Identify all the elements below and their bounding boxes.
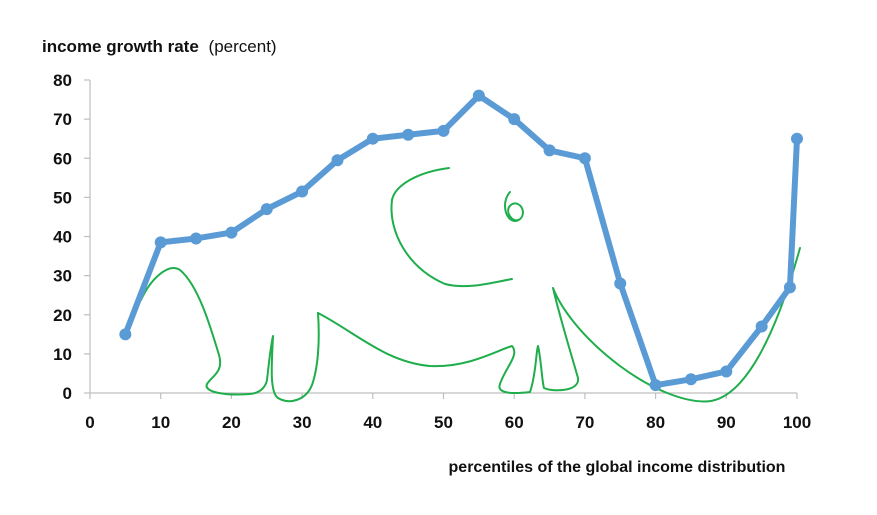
y-tick-label: 60 <box>53 149 72 168</box>
x-tick-label: 100 <box>783 413 811 432</box>
x-tick-label: 60 <box>505 413 524 432</box>
elephant-ear-stroke <box>390 167 513 288</box>
data-point <box>543 144 556 157</box>
data-point <box>508 113 521 126</box>
elephant-annotation <box>140 167 801 403</box>
x-tick-label: 50 <box>434 413 453 432</box>
data-point <box>366 132 379 145</box>
x-tick-label: 70 <box>575 413 594 432</box>
y-tick-label: 50 <box>53 188 72 207</box>
x-tick-label: 90 <box>717 413 736 432</box>
data-point <box>472 89 485 102</box>
data-point <box>119 328 132 341</box>
x-tick-label: 10 <box>151 413 170 432</box>
data-point <box>720 365 733 378</box>
data-point <box>791 132 803 145</box>
x-tick-label: 30 <box>293 413 312 432</box>
data-point <box>331 154 344 167</box>
chart-title-unit: (percent) <box>209 37 277 56</box>
y-tick-label: 10 <box>53 345 72 364</box>
y-tick-label: 70 <box>53 110 72 129</box>
chart-title: income growth rate (percent) <box>42 37 277 56</box>
data-point <box>684 373 697 386</box>
elephant-trunk-stroke <box>140 267 268 396</box>
data-point <box>402 128 415 141</box>
data-point <box>190 232 203 245</box>
elephant-front-leg-stroke <box>266 312 320 403</box>
x-tick-label: 20 <box>222 413 241 432</box>
y-tick-label: 80 <box>53 71 72 90</box>
data-point <box>755 320 768 333</box>
y-axis-ticks: 0 10 20 30 40 50 60 70 80 <box>53 71 90 403</box>
data-point <box>649 379 662 392</box>
y-tick-label: 20 <box>53 306 72 325</box>
data-point <box>225 226 238 239</box>
data-point <box>154 236 167 249</box>
elephant-back-stroke <box>317 247 801 403</box>
x-axis-label: percentiles of the global income distrib… <box>449 459 786 476</box>
chart-title-bold: income growth rate <box>42 37 199 56</box>
x-axis-ticks: 0 10 20 30 40 50 60 70 80 90 100 <box>85 393 811 432</box>
y-tick-label: 40 <box>53 228 72 247</box>
y-tick-label: 0 <box>63 384 72 403</box>
data-point <box>614 277 627 290</box>
elephant-eye-stroke <box>504 191 524 222</box>
income-growth-series <box>119 89 803 392</box>
data-point <box>578 152 591 165</box>
x-tick-label: 0 <box>85 413 94 432</box>
y-tick-label: 30 <box>53 267 72 286</box>
x-tick-label: 40 <box>363 413 382 432</box>
series-line <box>122 92 800 389</box>
data-point <box>437 124 450 137</box>
data-point <box>783 281 796 294</box>
data-point <box>296 185 309 198</box>
x-tick-label: 80 <box>646 413 665 432</box>
data-point <box>260 203 273 216</box>
